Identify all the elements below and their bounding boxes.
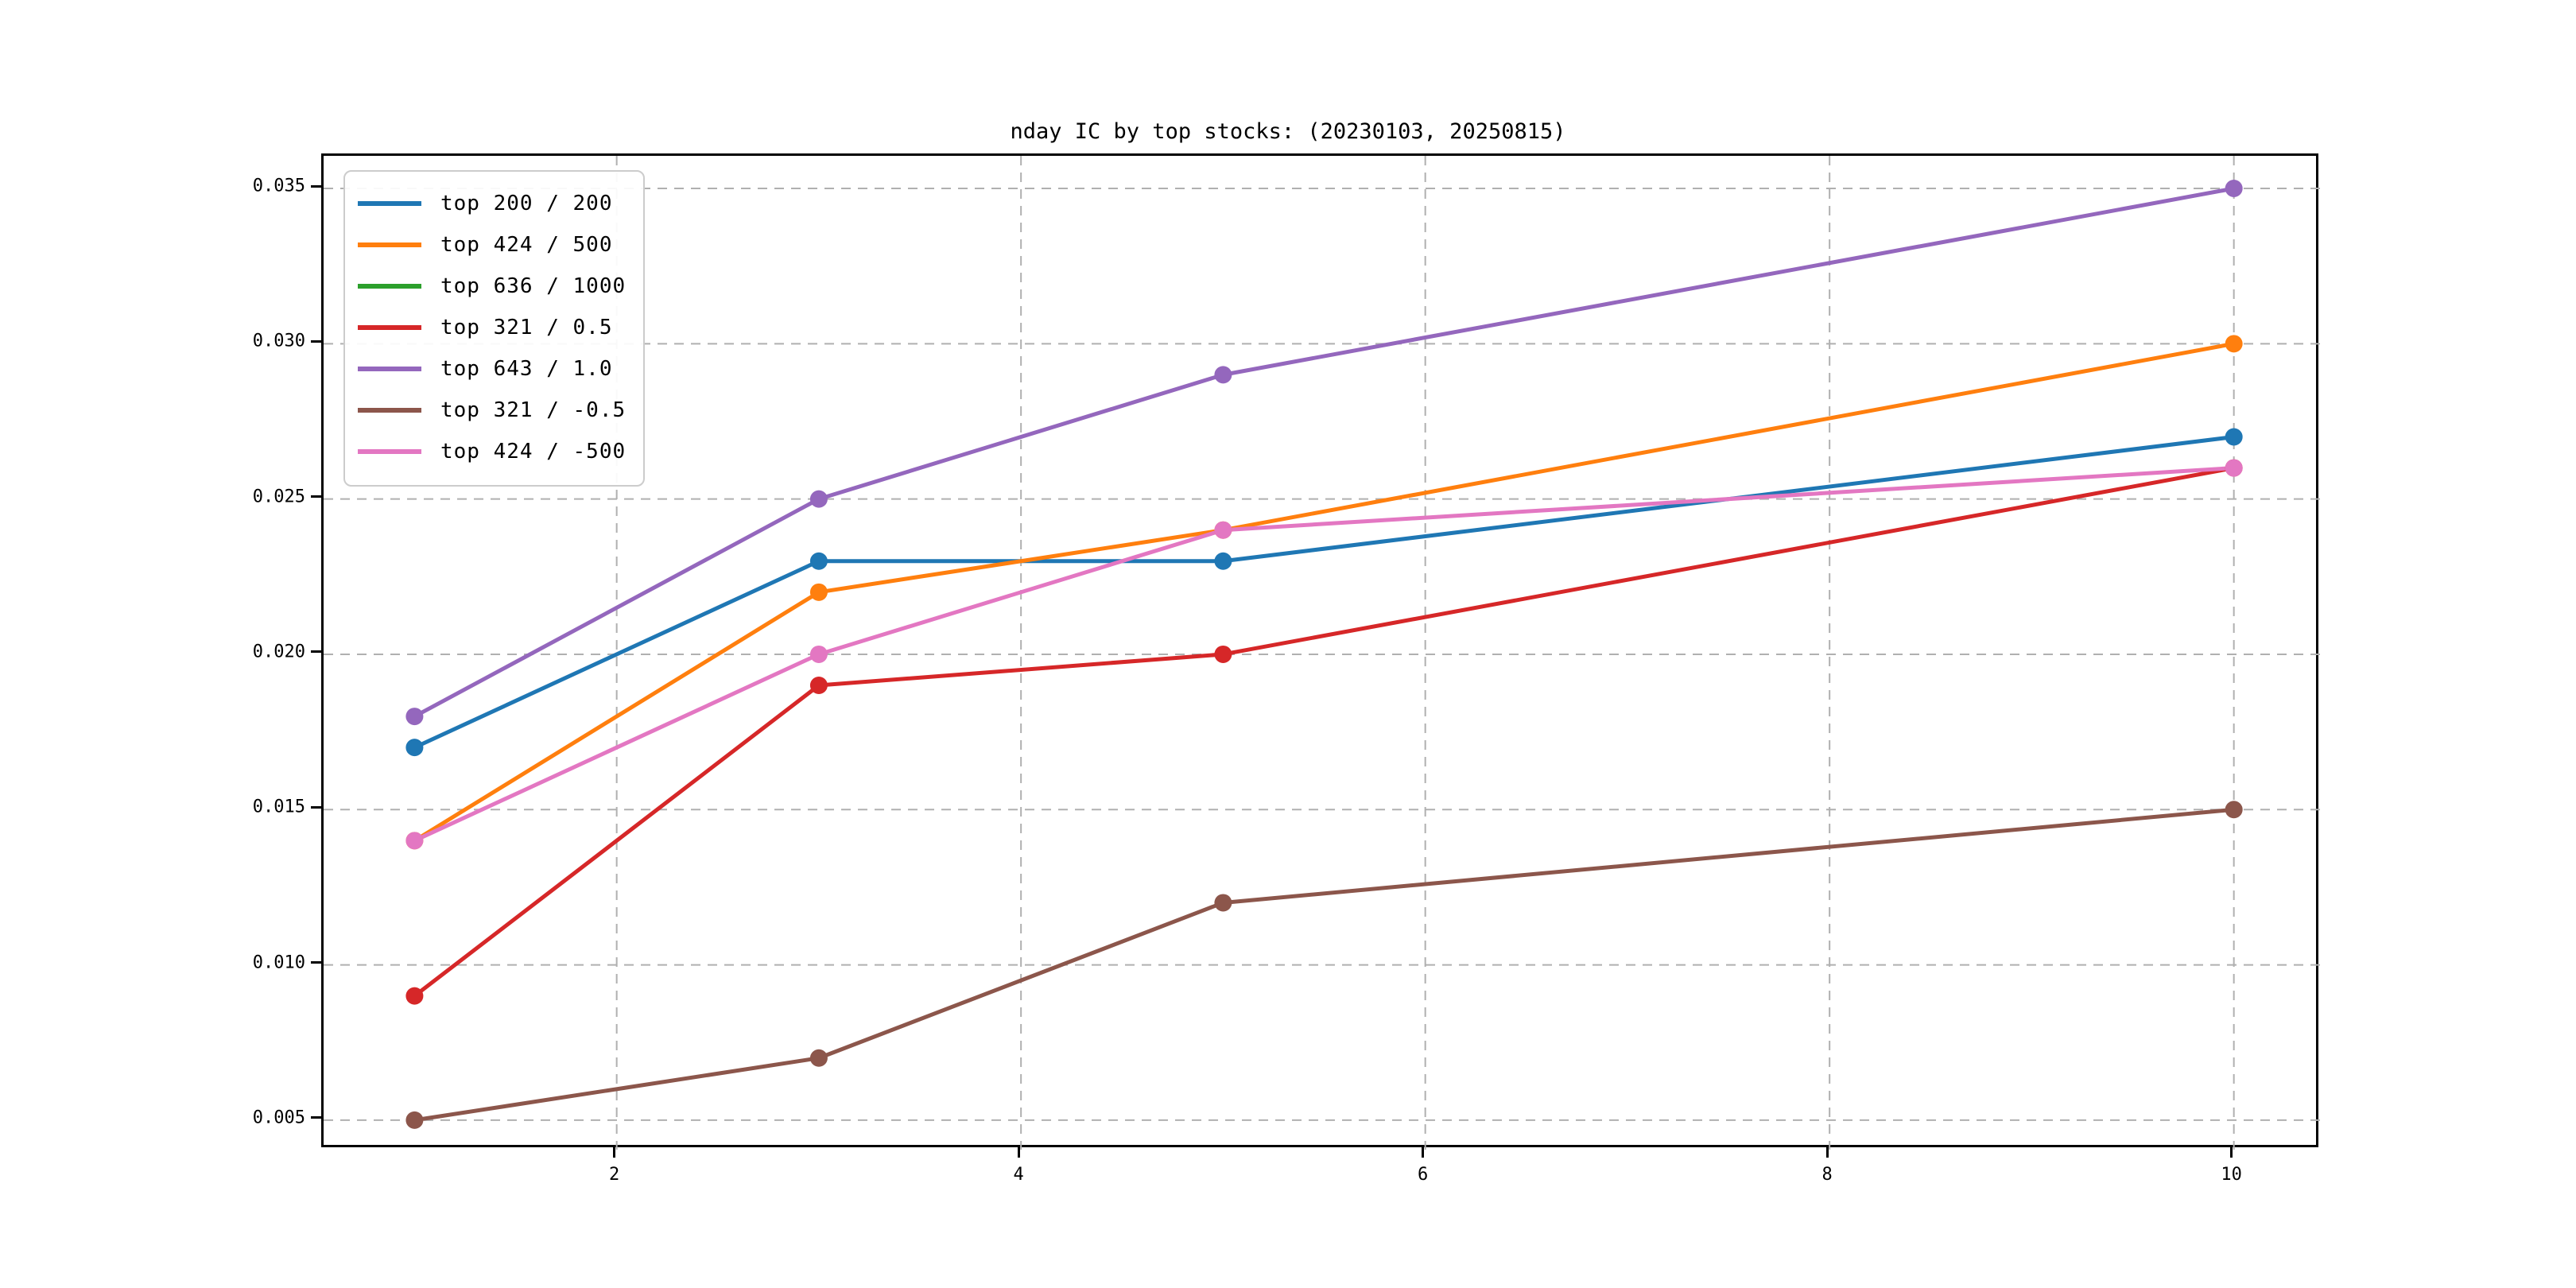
- series-line: [412, 807, 2237, 1123]
- y-tick-mark: [311, 650, 321, 654]
- legend-color-swatch: [358, 408, 421, 413]
- series-line: [412, 466, 2237, 843]
- x-tick-label: 2: [609, 1165, 620, 1185]
- data-point-marker: [405, 1111, 424, 1129]
- x-tick-label: 8: [1821, 1165, 1833, 1185]
- y-tick-label: 0.025: [252, 487, 305, 507]
- y-tick-mark: [311, 495, 321, 499]
- data-point-marker: [405, 739, 424, 757]
- chart-legend[interactable]: top 200 / 200 top 424 / 500 top 636 / 1000…: [343, 170, 646, 487]
- data-point-marker: [2225, 428, 2243, 446]
- data-point-marker: [809, 583, 828, 601]
- data-point-marker: [809, 490, 828, 508]
- x-tick-mark: [1825, 1147, 1829, 1158]
- legend-item[interactable]: top 424 / 500: [358, 224, 626, 266]
- chart-title: nday IC by top stocks: (20230103, 202508…: [1010, 119, 1566, 144]
- legend-color-swatch: [358, 242, 421, 247]
- x-tick-mark: [2230, 1147, 2233, 1158]
- legend-item[interactable]: top 321 / 0.5: [358, 307, 626, 348]
- series-line: [412, 186, 2237, 719]
- x-tick-label: 10: [2221, 1165, 2242, 1185]
- y-tick-mark: [311, 184, 321, 188]
- legend-color-swatch: [358, 449, 421, 454]
- legend-item-label: top 424 / -500: [440, 440, 627, 464]
- legend-item-label: top 643 / 1.0: [440, 357, 613, 381]
- data-point-marker: [1214, 521, 1232, 539]
- series-markers: [405, 180, 2243, 1129]
- y-tick-label: 0.015: [252, 797, 305, 817]
- y-tick-label: 0.035: [252, 176, 305, 196]
- data-point-marker: [809, 1049, 828, 1067]
- data-point-marker: [405, 708, 424, 726]
- x-tick-mark: [613, 1147, 616, 1158]
- data-point-marker: [2225, 180, 2243, 198]
- plot-area: [321, 153, 2321, 1150]
- y-tick-mark: [311, 805, 321, 809]
- legend-item[interactable]: top 643 / 1.0: [358, 348, 626, 390]
- data-point-marker: [405, 987, 424, 1005]
- legend-item-label: top 321 / -0.5: [440, 398, 627, 422]
- series-lines: [412, 186, 2237, 1123]
- data-point-marker: [809, 677, 828, 695]
- legend-item[interactable]: top 424 / -500: [358, 431, 626, 472]
- data-point-marker: [1214, 894, 1232, 912]
- y-tick-mark: [311, 339, 321, 343]
- series-line: [412, 341, 2237, 843]
- legend-item-label: top 321 / 0.5: [440, 316, 613, 339]
- legend-item[interactable]: top 200 / 200: [358, 183, 626, 224]
- data-point-marker: [1214, 366, 1232, 384]
- plot-svg: [324, 156, 2321, 1150]
- data-point-marker: [1214, 552, 1232, 570]
- data-point-marker: [2225, 335, 2243, 353]
- data-point-marker: [2225, 801, 2243, 819]
- y-tick-label: 0.005: [252, 1108, 305, 1128]
- y-tick-label: 0.020: [252, 642, 305, 662]
- y-tick-label: 0.010: [252, 952, 305, 973]
- x-tick-mark: [1422, 1147, 1425, 1158]
- legend-color-swatch: [358, 201, 421, 206]
- legend-item-label: top 200 / 200: [440, 192, 613, 215]
- legend-item-label: top 424 / 500: [440, 233, 613, 257]
- legend-item[interactable]: top 321 / -0.5: [358, 390, 626, 431]
- legend-color-swatch: [358, 284, 421, 289]
- y-tick-label: 0.030: [252, 331, 305, 351]
- legend-item[interactable]: top 636 / 1000: [358, 266, 626, 307]
- data-point-marker: [809, 552, 828, 570]
- legend-color-swatch: [358, 325, 421, 330]
- data-point-marker: [809, 645, 828, 663]
- y-tick-mark: [311, 961, 321, 964]
- x-tick-label: 4: [1013, 1165, 1024, 1185]
- y-tick-mark: [311, 1116, 321, 1119]
- legend-color-swatch: [358, 367, 421, 371]
- series-line: [412, 466, 2237, 999]
- data-point-marker: [405, 832, 424, 850]
- x-tick-mark: [1017, 1147, 1020, 1158]
- data-point-marker: [2225, 459, 2243, 477]
- data-point-marker: [1214, 645, 1232, 663]
- x-tick-label: 6: [1418, 1165, 1429, 1185]
- legend-item-label: top 636 / 1000: [440, 274, 627, 298]
